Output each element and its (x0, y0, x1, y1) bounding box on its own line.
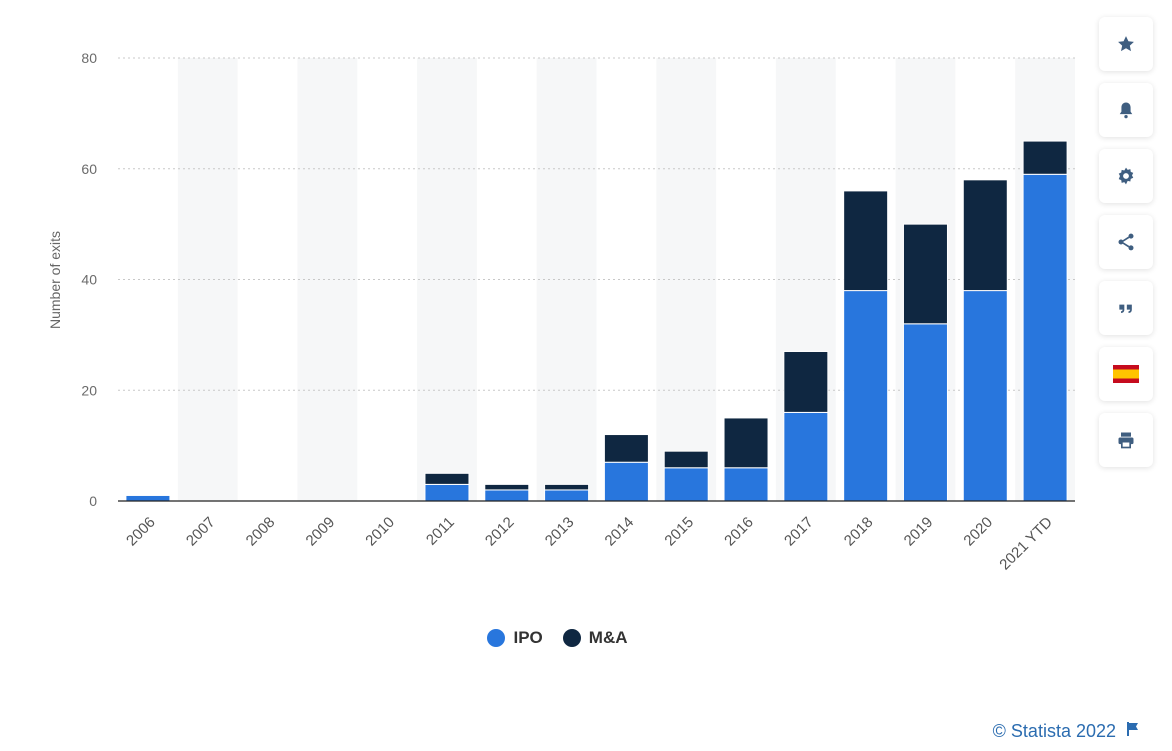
bar-ma-2019[interactable] (902, 223, 948, 325)
x-tick-label-2021-ytd: 2021 YTD (996, 514, 1056, 574)
bar-ipo-2020[interactable] (962, 290, 1008, 502)
bar-ipo-2015[interactable] (663, 467, 709, 502)
legend-label-ipo: IPO (513, 628, 543, 647)
report-flag-icon[interactable] (1126, 721, 1140, 742)
bar-ma-2013[interactable] (544, 483, 590, 491)
x-tick-label-2015: 2015 (661, 514, 697, 550)
band-9 (656, 58, 717, 501)
y-tick-label-60: 60 (81, 161, 97, 177)
credit-text: © Statista 2022 (992, 721, 1116, 741)
bar-ma-2012[interactable] (484, 483, 530, 491)
bar-ipo-2012[interactable] (484, 489, 530, 502)
bell-icon (1116, 100, 1136, 120)
y-axis-label: Number of exits (47, 231, 63, 329)
x-tick-label-2014: 2014 (602, 514, 638, 550)
bars (125, 140, 1068, 502)
bar-ma-2016[interactable] (723, 417, 769, 469)
spain-flag-icon (1113, 365, 1139, 383)
favorite-button[interactable] (1099, 17, 1153, 71)
y-tick-label-0: 0 (89, 493, 97, 509)
bar-ipo-2016[interactable] (723, 467, 769, 502)
credit[interactable]: © Statista 2022 (993, 721, 1140, 742)
band-7 (536, 58, 597, 501)
gear-icon (1116, 166, 1136, 186)
cite-button[interactable] (1099, 281, 1153, 335)
bar-ipo-2021-ytd[interactable] (1022, 173, 1068, 502)
print-button[interactable] (1099, 413, 1153, 467)
x-tick-label-2020: 2020 (960, 514, 996, 550)
x-tick-label-2010: 2010 (362, 514, 398, 550)
x-tick-label-2006: 2006 (123, 514, 159, 550)
bar-ma-2015[interactable] (663, 450, 709, 469)
bar-ipo-2011[interactable] (424, 483, 470, 502)
band-5 (417, 58, 477, 501)
print-icon (1116, 430, 1136, 450)
bar-ipo-2006[interactable] (125, 494, 171, 502)
band-1 (177, 58, 238, 501)
x-tick-label-2016: 2016 (721, 514, 757, 550)
y-axis-ticks: 0 20 40 60 80 (81, 50, 97, 509)
share-button[interactable] (1099, 215, 1153, 269)
bar-ma-2017[interactable] (783, 350, 829, 413)
notification-button[interactable] (1099, 83, 1153, 137)
x-tick-label-2008: 2008 (243, 514, 279, 550)
bar-ipo-2014[interactable] (603, 461, 649, 502)
band-3 (297, 58, 358, 501)
legend-marker-ma (562, 629, 581, 647)
bar-ipo-2019[interactable] (902, 323, 948, 502)
side-toolbar (1099, 17, 1153, 479)
x-tick-label-2009: 2009 (303, 514, 339, 550)
share-icon (1116, 232, 1136, 252)
star-icon (1116, 34, 1136, 54)
legend-label-ma: M&A (588, 628, 628, 647)
x-axis-labels: 2006 2007 2008 2009 2010 2011 2012 2013 2014 2015… (123, 514, 1056, 574)
x-tick-label-2012: 2012 (482, 514, 518, 550)
bar-ma-2014[interactable] (603, 434, 649, 463)
x-tick-label-2019: 2019 (901, 514, 937, 550)
legend: IPO M&A (0, 628, 1115, 648)
x-tick-label-2018: 2018 (841, 514, 877, 550)
legend-item-ipo[interactable]: IPO (487, 628, 543, 648)
y-tick-label-40: 40 (81, 272, 97, 288)
x-tick-label-2017: 2017 (781, 514, 817, 550)
bar-ma-2011[interactable] (424, 472, 470, 485)
y-tick-label-20: 20 (81, 382, 97, 398)
bar-ipo-2013[interactable] (544, 489, 590, 502)
legend-item-ma[interactable]: M&A (562, 628, 628, 648)
quote-icon (1116, 298, 1136, 318)
legend-marker-ipo (487, 629, 506, 647)
settings-button[interactable] (1099, 149, 1153, 203)
y-tick-label-80: 80 (81, 50, 97, 66)
bar-ma-2021-ytd[interactable] (1022, 140, 1068, 175)
bar-ipo-2017[interactable] (783, 411, 829, 502)
bar-ma-2018[interactable] (843, 190, 889, 292)
bar-ipo-2018[interactable] (843, 290, 889, 502)
language-button[interactable] (1099, 347, 1153, 401)
x-tick-label-2007: 2007 (183, 514, 219, 550)
bar-ma-2020[interactable] (962, 179, 1008, 292)
x-tick-label-2013: 2013 (542, 514, 578, 550)
x-tick-label-2011: 2011 (423, 514, 458, 549)
